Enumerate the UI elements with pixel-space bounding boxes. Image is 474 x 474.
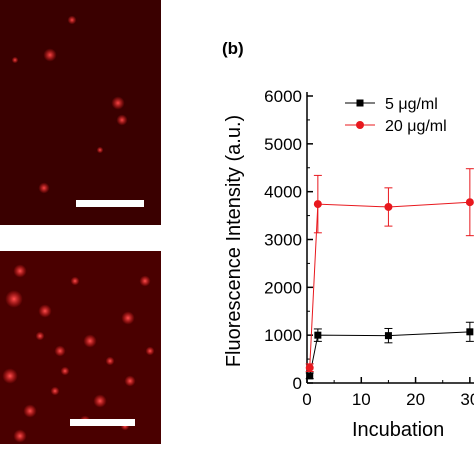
series-layer	[305, 168, 474, 380]
micrograph-top-image	[11, 15, 144, 207]
fluorescent-spot	[145, 346, 155, 356]
fluorescent-spot	[23, 404, 37, 418]
y-tick-label: 0	[293, 374, 302, 393]
micrograph-bottom-image	[2, 264, 155, 443]
data-point	[384, 202, 393, 211]
series-line	[309, 201, 470, 368]
legend-marker	[356, 99, 364, 107]
fluorescent-spot	[124, 375, 136, 387]
fluorescent-spot	[43, 48, 57, 62]
x-tick-label: 20	[406, 390, 425, 409]
x-axis-ticks: 0 10 20 30	[302, 377, 474, 409]
fluorescent-spot	[121, 311, 135, 325]
series-line	[309, 331, 470, 376]
scale-bar-bottom	[70, 419, 135, 426]
panel-label: (b)	[222, 39, 244, 58]
fluorescent-spot	[139, 275, 151, 287]
x-tick-label: 30	[460, 390, 474, 409]
fluorescent-spot	[13, 429, 27, 443]
data-point	[313, 200, 322, 209]
fluorescent-spot	[96, 146, 104, 154]
scale-bar-top	[76, 200, 144, 207]
fluorescent-spot	[111, 96, 125, 110]
y-tick-label: 2000	[264, 278, 302, 297]
fluorescent-spot	[70, 276, 80, 286]
fluorescent-spot	[83, 334, 97, 348]
x-tick-label: 0	[302, 390, 311, 409]
x-axis-label: Incubation	[352, 419, 444, 441]
fluorescent-spot	[38, 182, 50, 194]
y-axis-ticks: 0 1000 2000 3000 4000 5000 6000	[264, 87, 313, 393]
fluorescent-spot	[13, 264, 27, 278]
fluorescent-spot	[38, 304, 52, 318]
data-point	[384, 332, 392, 340]
fluorescent-spot	[93, 394, 107, 408]
plot-frame	[306, 92, 474, 384]
legend-marker	[356, 121, 364, 129]
micrograph-bottom	[0, 251, 161, 444]
y-tick-label: 6000	[264, 87, 302, 106]
legend: 5 μg/ml 20 μg/ml	[345, 96, 447, 135]
fluorescent-spot	[60, 366, 70, 376]
data-point	[314, 331, 322, 339]
fluorescent-spot	[2, 368, 18, 384]
fluorescent-spot	[67, 15, 77, 25]
fluorescent-spot	[50, 386, 60, 396]
x-tick-label: 10	[352, 390, 371, 409]
fluorescent-spot	[105, 356, 115, 366]
fluorescent-spot	[5, 290, 23, 308]
y-axis-label: Fluorescence Intensity (a.u.)	[223, 115, 245, 367]
data-point	[466, 328, 474, 336]
data-point	[306, 372, 314, 380]
fluorescent-spot	[11, 56, 19, 64]
fluorescent-spot	[35, 331, 45, 341]
y-tick-label: 4000	[264, 183, 302, 202]
micrograph-top	[0, 0, 161, 225]
data-point	[465, 198, 474, 207]
y-tick-label: 5000	[264, 135, 302, 154]
y-tick-label: 3000	[264, 231, 302, 250]
legend-label: 5 μg/ml	[385, 96, 438, 113]
legend-label: 20 μg/ml	[385, 118, 447, 135]
fluorescent-spot	[116, 114, 128, 126]
data-point	[305, 363, 314, 372]
y-tick-label: 1000	[264, 326, 302, 345]
fluorescent-spot	[54, 345, 66, 357]
